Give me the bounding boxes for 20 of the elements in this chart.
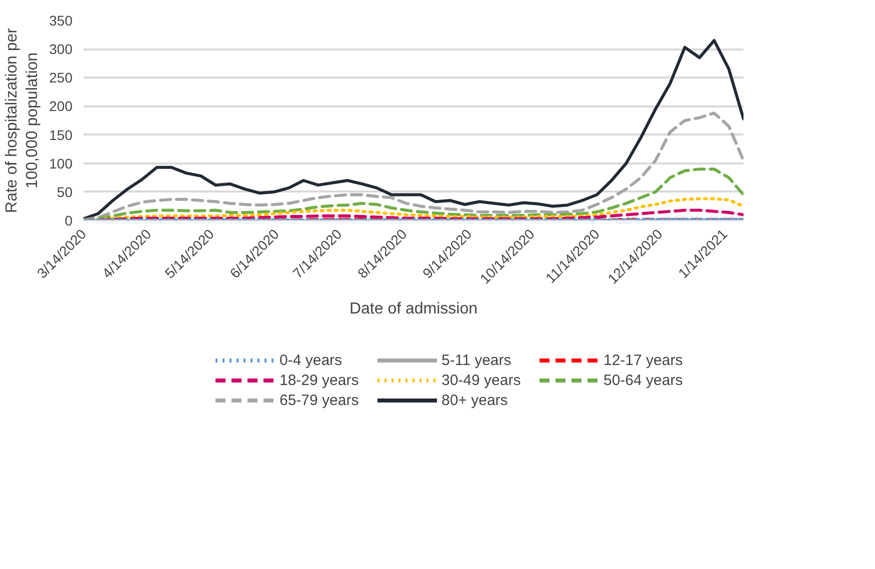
y-axis-title: Rate of hospitalization per 100,000 population (4, 27, 42, 213)
legend-label: 5-11 years (442, 351, 512, 369)
y-tick-label: 0 (64, 212, 73, 228)
legend-label: 12-17 years (604, 351, 684, 369)
legend-label: 80+ years (442, 391, 509, 409)
y-tick-label: 50 (56, 184, 73, 200)
y-tick-label: 300 (49, 41, 73, 58)
legend-label: 65-79 years (280, 391, 360, 409)
legend-label: 18-29 years (280, 371, 360, 389)
y-tick-label: 200 (49, 98, 73, 114)
legend-label: 50-64 years (604, 371, 684, 389)
line-series (84, 39, 744, 220)
y-tick-label: 150 (49, 126, 73, 143)
legend-label: 0-4 years (280, 351, 344, 369)
y-tick-label: 350 (49, 12, 73, 28)
x-axis-title: Date of admission (349, 300, 478, 318)
line-series (84, 168, 744, 220)
y-tick-label: 100 (49, 155, 73, 172)
legend-label: 30-49 years (442, 371, 522, 389)
y-tick-label: 250 (49, 70, 73, 86)
